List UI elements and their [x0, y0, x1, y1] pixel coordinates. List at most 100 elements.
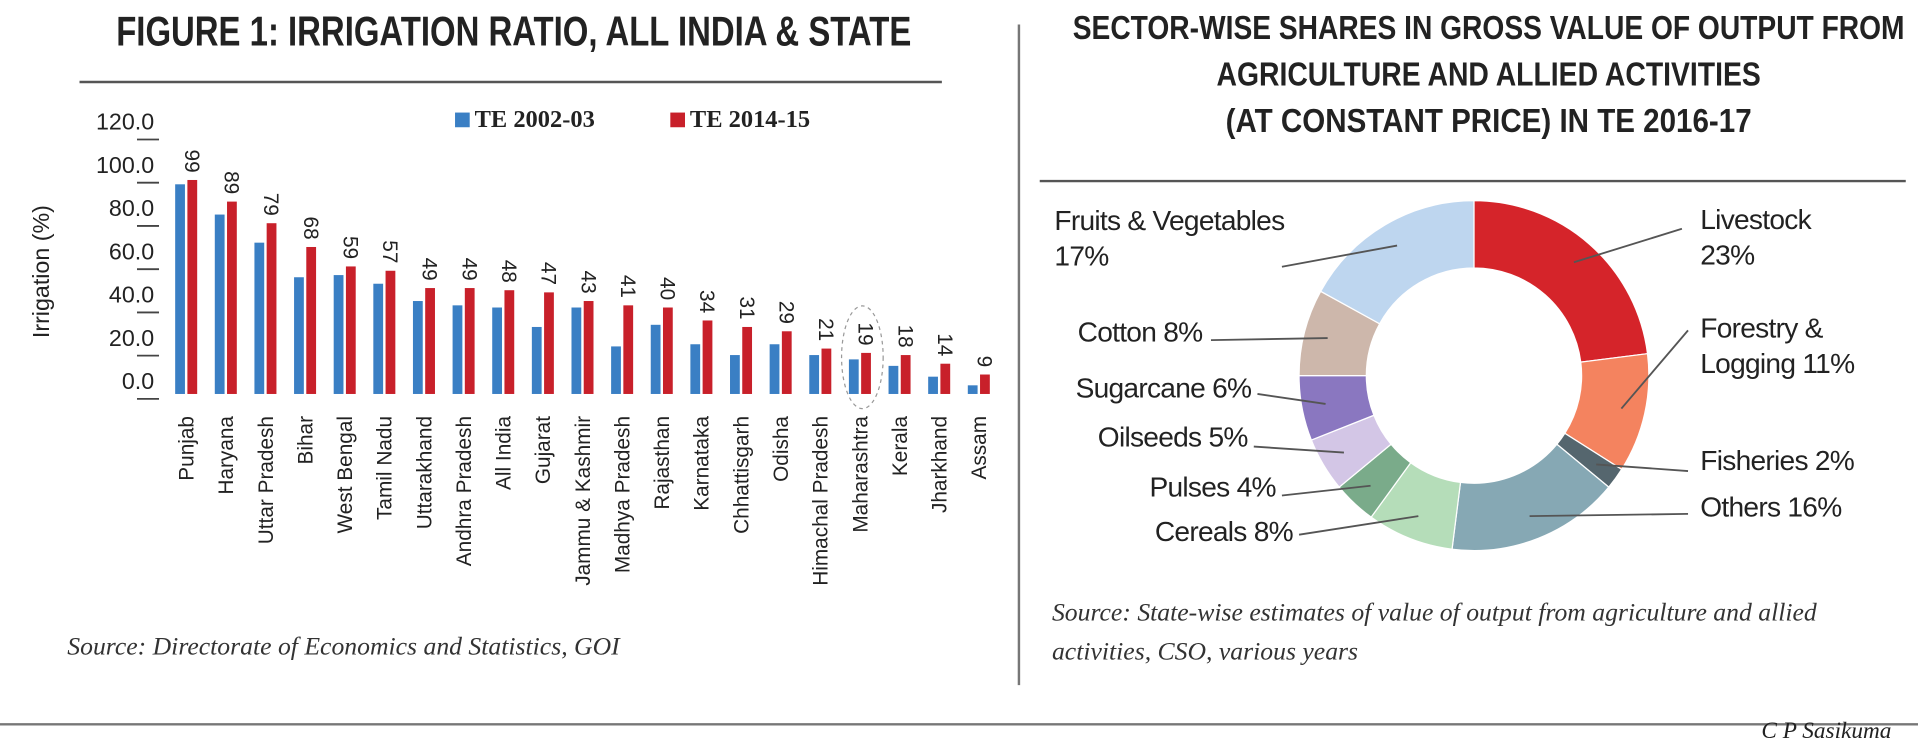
data-label: 48 — [497, 260, 520, 283]
bar — [888, 365, 899, 394]
bar — [227, 201, 237, 394]
bar — [702, 320, 713, 394]
bar — [940, 363, 951, 394]
x-tick-label: West Bengal — [334, 416, 357, 533]
bar — [571, 307, 582, 394]
y-tick-label: 120.0 — [96, 109, 154, 135]
leader-line — [1253, 445, 1344, 454]
data-label: 19 — [854, 322, 877, 345]
bar — [492, 307, 503, 394]
credit: C P Sasikuma — [1761, 718, 1891, 739]
bar — [900, 355, 911, 394]
slice-label: Cereals 8% — [1154, 514, 1294, 549]
bar — [861, 352, 871, 394]
bar — [294, 277, 304, 394]
bar — [611, 346, 621, 394]
slice-label: Others 16% — [1700, 489, 1842, 524]
category-name: Fisheries — [1700, 444, 1808, 476]
y-tick-label: 60.0 — [109, 238, 154, 264]
bar — [821, 348, 832, 394]
data-label: 47 — [537, 262, 560, 285]
data-label: 99 — [180, 150, 203, 173]
data-label: 57 — [378, 240, 401, 263]
x-tick-label: Karnataka — [691, 416, 714, 511]
data-label: 21 — [814, 318, 837, 341]
data-label: 41 — [616, 275, 639, 298]
x-tick-label: Himachal Pradesh — [810, 416, 833, 586]
category-name: Forestry & Logging — [1700, 311, 1823, 380]
data-label: 29 — [774, 301, 797, 324]
source: Source: State-wise estimates of value of… — [1051, 597, 1817, 666]
legend-swatch — [670, 112, 685, 128]
data-label: 31 — [735, 296, 758, 319]
chart-title: AGRICULTURE AND ALLIED ACTIVITIES — [1216, 56, 1760, 93]
bar — [742, 326, 753, 394]
bar — [781, 331, 792, 394]
leader-line — [1257, 393, 1326, 405]
chart-title: SECTOR-WISE SHARES IN GROSS VALUE OF OUT… — [1073, 9, 1905, 46]
slice-label: Oilseeds 5% — [1097, 420, 1249, 455]
value-label: 17% — [1054, 239, 1109, 272]
data-label: 9 — [973, 356, 996, 368]
category-name: Cereals — [1154, 515, 1248, 547]
category-name: Cotton — [1077, 315, 1157, 348]
bar — [385, 270, 396, 394]
bar — [373, 283, 384, 394]
bar — [306, 246, 317, 394]
x-tick-label: Punjab — [176, 416, 199, 481]
y-tick-label: 80.0 — [109, 195, 154, 221]
y-tick-label: 20.0 — [109, 325, 154, 351]
data-label: 14 — [933, 333, 956, 356]
bar — [504, 290, 515, 394]
bar — [425, 288, 435, 394]
x-tick-label: Chhattisgarh — [730, 416, 753, 534]
value-label: 16% — [1787, 490, 1842, 523]
leader-line — [1573, 227, 1683, 264]
bar — [464, 288, 475, 394]
slice-label: Forestry & Logging 11% — [1700, 311, 1902, 382]
data-label: 34 — [695, 290, 718, 313]
chart-title: (AT CONSTANT PRICE) IN TE 2016-17 — [1226, 102, 1752, 139]
slice-label: Livestock 23% — [1700, 202, 1859, 273]
data-label: 79 — [259, 193, 282, 216]
legend-swatch — [455, 112, 470, 128]
bar — [544, 292, 554, 394]
data-label: 43 — [576, 271, 599, 294]
bar — [928, 376, 938, 394]
x-tick-label: Uttarakhand — [413, 416, 436, 529]
data-label: 89 — [220, 171, 243, 194]
y-tick-label: 0.0 — [122, 368, 154, 394]
bar — [187, 179, 198, 394]
category-name: Fruits & Vegetables — [1054, 204, 1285, 237]
category-name: Sugarcane — [1075, 371, 1206, 404]
value-label: 6% — [1212, 371, 1252, 404]
chart-title: FIGURE 1: IRRIGATION RATIO, ALL INDIA & … — [116, 7, 911, 54]
x-tick-label: Uttar Pradesh — [255, 416, 278, 544]
data-label: 49 — [418, 258, 441, 281]
legend-label: TE 2002-03 — [475, 106, 595, 133]
slice-label: Sugarcane 6% — [1075, 371, 1253, 406]
category-name: Oilseeds — [1097, 420, 1202, 453]
y-tick-label: 100.0 — [96, 152, 154, 178]
x-tick-label: Tamil Nadu — [374, 416, 397, 520]
bar — [967, 385, 978, 394]
x-tick-label: Rajasthan — [651, 416, 674, 510]
x-tick-label: Maharashtra — [849, 416, 872, 533]
legend-label: TE 2014-15 — [690, 106, 810, 133]
bar — [333, 275, 344, 394]
bar — [412, 301, 423, 394]
bar — [531, 326, 542, 394]
value-label: 23% — [1700, 238, 1755, 271]
bar — [730, 355, 740, 394]
bar — [769, 344, 780, 394]
x-tick-label: Bihar — [294, 416, 317, 465]
bar — [266, 223, 277, 394]
leader-line — [1298, 515, 1419, 536]
data-label: 68 — [299, 217, 322, 240]
value-label: 2% — [1814, 444, 1855, 476]
source: Source: Directorate of Economics and Sta… — [67, 631, 620, 661]
slice-label: Cotton 8% — [1077, 314, 1204, 349]
bar — [623, 305, 634, 394]
